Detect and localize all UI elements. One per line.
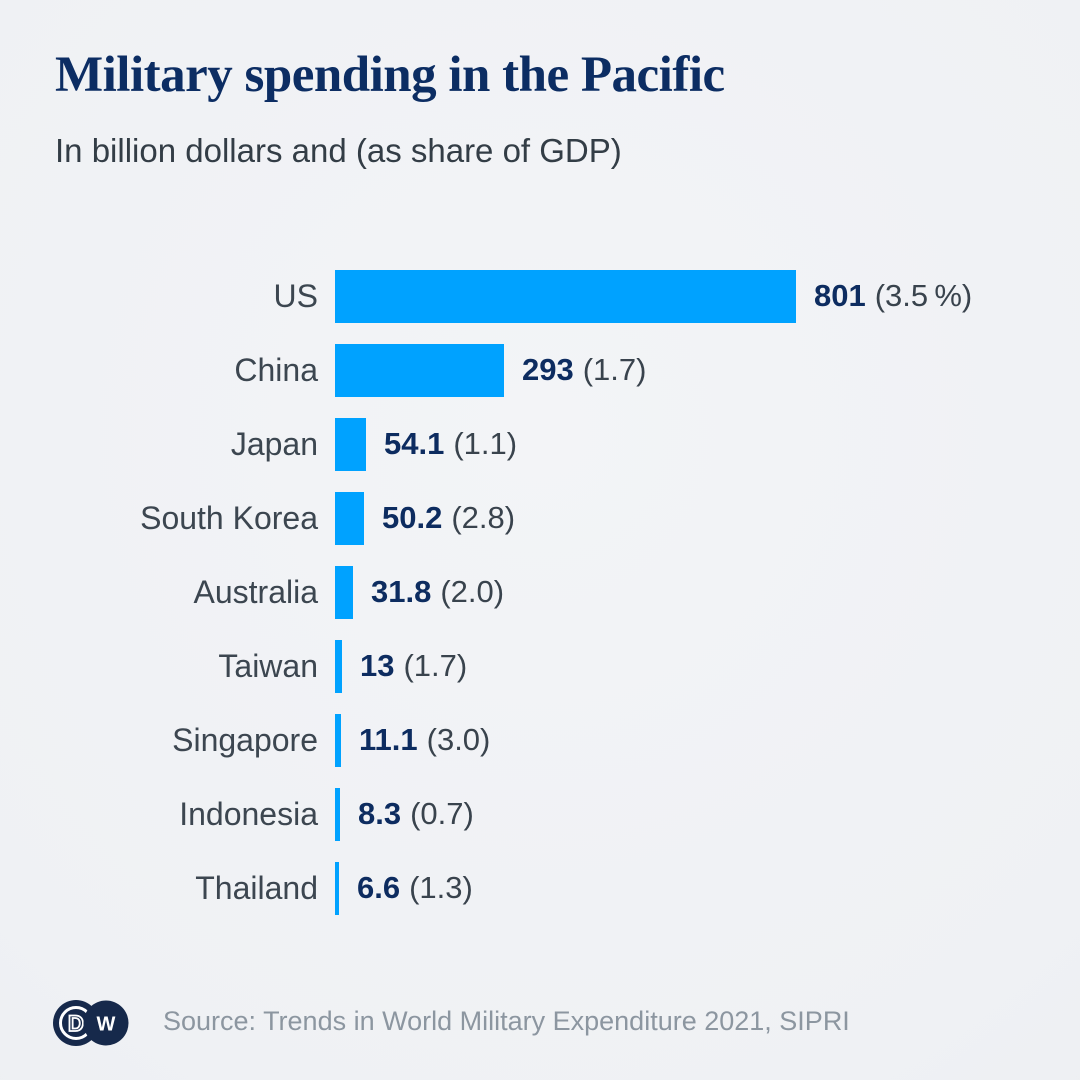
value-number: 11.1 [359, 722, 418, 757]
page-subtitle: In billion dollars and (as share of GDP) [55, 132, 622, 169]
value-label: 31.8 (2.0) [371, 574, 504, 610]
bar-area: 6.6 (1.3) [335, 861, 473, 915]
value-label: 801 (3.5 %) [814, 278, 972, 314]
row-label: Indonesia [179, 795, 318, 832]
value-number: 8.3 [358, 796, 402, 831]
bar [335, 639, 342, 693]
value-number: 13 [360, 648, 395, 683]
row-label: US [273, 277, 318, 314]
bar-area: 50.2 (2.8) [335, 491, 515, 545]
bar-area: 11.1 (3.0) [335, 713, 490, 767]
dw-logo: D W [52, 999, 130, 1052]
gdp-share: (1.3) [409, 870, 473, 905]
chart-row: Singapore 11.1 (3.0) [0, 703, 1080, 777]
chart-row: Taiwan 13 (1.7) [0, 629, 1080, 703]
bar [335, 269, 796, 323]
bar-area: 31.8 (2.0) [335, 565, 504, 619]
chart-row: Japan 54.1 (1.1) [0, 407, 1080, 481]
row-label: South Korea [140, 499, 318, 536]
chart: US 801 (3.5 %) China 293 (1.7) Japan 54.1 (1.1) S… [0, 259, 1080, 925]
row-label: Singapore [172, 721, 318, 758]
bar-area: 8.3 (0.7) [335, 787, 474, 841]
dw-logo-icon: D W [53, 1000, 129, 1046]
chart-row: China 293 (1.7) [0, 333, 1080, 407]
chart-row: South Korea 50.2 (2.8) [0, 481, 1080, 555]
value-number: 6.6 [357, 870, 401, 905]
row-label: Thailand [195, 869, 318, 906]
gdp-share: (2.8) [451, 500, 516, 535]
value-label: 8.3 (0.7) [358, 796, 474, 832]
bar [335, 787, 340, 841]
gdp-share: (1.1) [453, 426, 518, 461]
gdp-share: (1.7) [403, 648, 468, 683]
value-number: 31.8 [371, 574, 432, 609]
bar [335, 565, 353, 619]
value-label: 293 (1.7) [522, 352, 646, 388]
value-number: 54.1 [384, 426, 445, 461]
gdp-share: (3.0) [426, 722, 491, 757]
value-label: 13 (1.7) [360, 648, 467, 684]
row-label: Japan [230, 425, 318, 462]
row-label: China [234, 351, 318, 388]
row-label: Taiwan [218, 647, 318, 684]
gdp-share: (0.7) [410, 796, 474, 831]
value-label: 54.1 (1.1) [384, 426, 517, 462]
value-label: 11.1 (3.0) [359, 722, 490, 758]
chart-row: Australia 31.8 (2.0) [0, 555, 1080, 629]
bar-area: 13 (1.7) [335, 639, 467, 693]
svg-text:W: W [97, 1014, 116, 1036]
value-number: 293 [522, 352, 574, 387]
value-number: 801 [814, 278, 866, 313]
page-title: Military spending in the Pacific [55, 47, 725, 103]
bar [335, 713, 341, 767]
gdp-share: (1.7) [582, 352, 647, 387]
gdp-share: (2.0) [440, 574, 505, 609]
value-label: 6.6 (1.3) [357, 870, 473, 906]
bar [335, 417, 366, 471]
svg-text:D: D [68, 1011, 84, 1036]
row-label: Australia [193, 573, 319, 610]
chart-row: Thailand 6.6 (1.3) [0, 851, 1080, 925]
chart-row: US 801 (3.5 %) [0, 259, 1080, 333]
bar [335, 861, 339, 915]
bar-area: 54.1 (1.1) [335, 417, 517, 471]
bar-area: 801 (3.5 %) [335, 269, 972, 323]
bar-area: 293 (1.7) [335, 343, 646, 397]
bar [335, 491, 364, 545]
chart-row: Indonesia 8.3 (0.7) [0, 777, 1080, 851]
value-label: 50.2 (2.8) [382, 500, 515, 536]
value-number: 50.2 [382, 500, 443, 535]
bar [335, 343, 504, 397]
gdp-share: (3.5 %) [874, 278, 973, 313]
source-credit: Source: Trends in World Military Expendi… [163, 1006, 850, 1036]
